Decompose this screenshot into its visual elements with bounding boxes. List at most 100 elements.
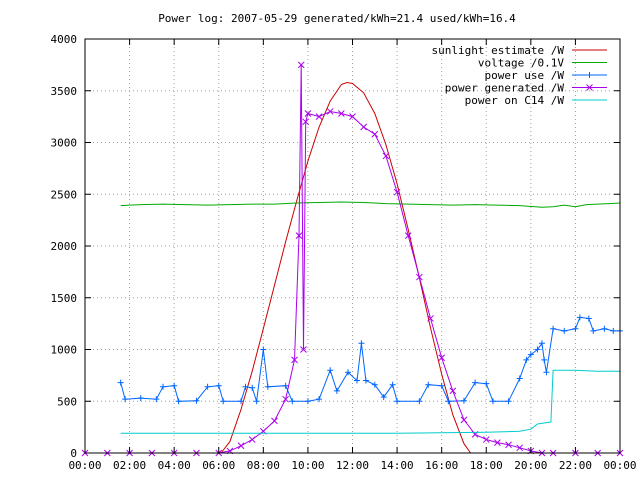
data-point-power-generated-w [382, 152, 390, 160]
data-point-power-generated-w [482, 436, 490, 443]
data-point-power-use-w [204, 383, 211, 390]
legend-label: voltage /0.1V [478, 57, 564, 70]
series-line-voltage-0-1v [120, 201, 621, 208]
data-point-power-use-w [389, 381, 396, 388]
data-point-power-use-w [425, 381, 432, 388]
data-point-power-use-w [585, 315, 592, 322]
data-point-power-use-w [394, 398, 401, 405]
x-tick-label: 10:00 [291, 459, 324, 472]
data-point-power-generated-w [371, 130, 379, 138]
x-tick-label: 06:00 [202, 459, 235, 472]
x-tick-label: 00:00 [603, 459, 636, 472]
x-tick-label: 22:00 [559, 459, 592, 472]
data-point-power-use-w [550, 325, 557, 332]
data-point-power-generated-w [291, 356, 298, 364]
data-point-power-generated-w [404, 232, 412, 240]
x-tick-label: 12:00 [336, 459, 369, 472]
data-point-power-use-w [590, 327, 597, 334]
data-point-power-use-w [610, 327, 617, 334]
chart-title: Power log: 2007-05-29 generated/kWh=21.4… [158, 12, 516, 25]
data-point-power-generated-w [282, 395, 289, 403]
data-point-power-generated-w [248, 436, 256, 443]
data-point-power-use-w [238, 398, 245, 405]
data-point-power-use-w [489, 398, 496, 405]
x-tick-label: 18:00 [470, 459, 503, 472]
series-line-sunlight-estimate-w [220, 81, 472, 454]
axes: 0 500 1000 1500 2000 2500 3000 3500 4000 00:00 02:… [51, 33, 637, 472]
data-point-power-use-w [253, 398, 260, 405]
legend-label: sunlight estimate /W [432, 44, 565, 57]
x-tick-label: 14:00 [381, 459, 414, 472]
data-point-power-generated-w [516, 444, 524, 452]
series-line-power-generated-w [85, 64, 620, 454]
data-point-power-use-w [260, 346, 267, 353]
data-point-power-use-w [316, 396, 323, 403]
data-point-power-use-w [576, 314, 583, 321]
y-tick-label: 2500 [51, 188, 78, 201]
data-point-power-generated-w [271, 417, 278, 425]
y-tick-label: 2000 [51, 240, 78, 253]
data-point-power-use-w [543, 369, 550, 376]
data-point-power-use-w [327, 367, 334, 374]
data-point-power-use-w [572, 325, 579, 332]
data-point-power-generated-w [302, 118, 310, 126]
legend-label: power on C14 /W [465, 94, 565, 107]
data-point-power-generated-w [505, 441, 512, 449]
data-point-power-use-w [242, 383, 249, 390]
data-point-power-use-w [362, 377, 369, 384]
y-tick-label: 3500 [51, 85, 78, 98]
data-point-power-use-w [345, 369, 352, 376]
data-point-power-generated-w [416, 273, 423, 281]
data-point-power-use-w [538, 340, 545, 347]
data-point-power-generated-w [297, 61, 305, 69]
x-tick-label: 04:00 [158, 459, 191, 472]
x-tick-label: 16:00 [425, 459, 458, 472]
data-point-power-use-w [249, 384, 256, 391]
data-point-power-use-w [304, 398, 311, 405]
data-point-power-use-w [483, 380, 490, 387]
data-point-power-use-w [505, 398, 512, 405]
data-point-power-generated-w [295, 232, 303, 240]
data-point-power-use-w [289, 398, 296, 405]
data-point-power-generated-w [460, 416, 468, 424]
data-point-power-use-w [117, 379, 124, 386]
data-point-power-use-w [160, 383, 167, 390]
x-tick-label: 20:00 [514, 459, 547, 472]
data-point-power-use-w [416, 398, 423, 405]
data-point-power-use-w [122, 396, 129, 403]
data-point-power-generated-w [449, 387, 457, 395]
series-line-power-use-w [120, 316, 620, 402]
data-point-power-use-w [153, 396, 160, 403]
data-point-power-use-w [282, 382, 289, 389]
data-point-power-generated-w [438, 354, 446, 362]
data-point-power-generated-w [349, 113, 356, 120]
data-point-power-use-w [353, 377, 360, 384]
y-tick-label: 3000 [51, 137, 78, 150]
y-tick-label: 1500 [51, 292, 78, 305]
data-point-power-generated-w [494, 439, 501, 447]
data-point-power-generated-w [338, 110, 345, 117]
series-line-power-on-c14-w [120, 369, 620, 434]
y-tick-label: 4000 [51, 33, 78, 46]
legend-label: power use /W [485, 69, 565, 82]
legend-marker [586, 84, 593, 91]
data-point-power-generated-w [427, 315, 434, 322]
data-point-power-use-w [264, 383, 271, 390]
x-tick-label: 02:00 [113, 459, 146, 472]
data-point-power-generated-w [393, 188, 401, 196]
data-point-power-use-w [561, 327, 568, 334]
y-tick-label: 0 [70, 447, 77, 460]
data-point-power-use-w [460, 397, 467, 404]
y-tick-label: 500 [57, 395, 77, 408]
data-point-power-generated-w [300, 346, 307, 353]
data-point-power-generated-w [304, 110, 312, 117]
data-point-power-use-w [601, 325, 608, 332]
data-point-power-use-w [175, 398, 182, 405]
data-point-power-use-w [220, 398, 227, 405]
data-point-power-use-w [445, 398, 452, 405]
data-point-power-generated-w [315, 113, 323, 120]
legend-marker [586, 72, 593, 78]
